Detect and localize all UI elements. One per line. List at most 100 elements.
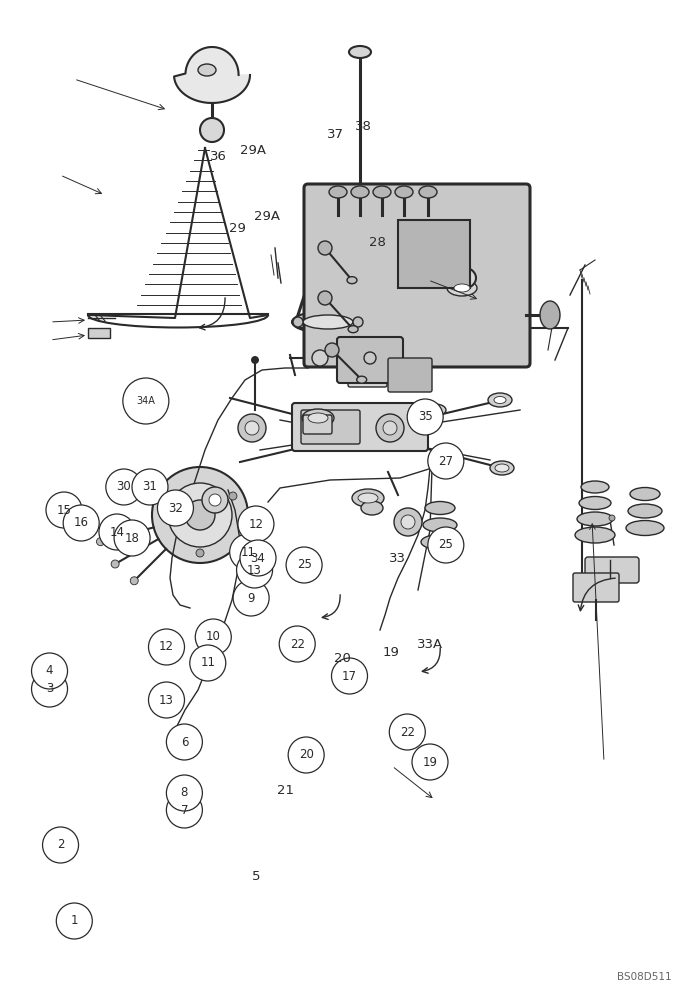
Text: BS08D511: BS08D511: [617, 972, 672, 982]
Ellipse shape: [421, 534, 459, 550]
Circle shape: [293, 317, 303, 327]
Text: 12: 12: [159, 641, 174, 654]
Text: 29A: 29A: [240, 143, 266, 156]
Text: 13: 13: [247, 563, 262, 576]
Text: 25: 25: [438, 538, 453, 552]
Circle shape: [163, 492, 171, 500]
Ellipse shape: [349, 46, 371, 58]
Circle shape: [238, 506, 274, 542]
Text: 11: 11: [200, 657, 215, 670]
Circle shape: [394, 508, 422, 536]
Text: 20: 20: [334, 652, 351, 665]
Circle shape: [412, 744, 448, 780]
Text: 12: 12: [248, 518, 264, 530]
Text: 37: 37: [327, 127, 344, 140]
Circle shape: [190, 645, 226, 681]
Circle shape: [166, 724, 202, 760]
Circle shape: [185, 500, 215, 530]
Ellipse shape: [302, 409, 334, 427]
Text: 2: 2: [57, 838, 64, 851]
Circle shape: [233, 580, 269, 616]
Circle shape: [383, 421, 397, 435]
Ellipse shape: [581, 481, 609, 493]
Ellipse shape: [490, 461, 514, 475]
FancyBboxPatch shape: [301, 410, 360, 444]
Text: 16: 16: [74, 516, 89, 530]
Ellipse shape: [395, 186, 413, 198]
Circle shape: [111, 560, 119, 568]
Ellipse shape: [454, 284, 470, 292]
Circle shape: [353, 317, 363, 327]
Ellipse shape: [577, 512, 613, 526]
Ellipse shape: [575, 527, 615, 543]
Circle shape: [407, 399, 443, 435]
Text: 34A: 34A: [136, 396, 155, 406]
Ellipse shape: [425, 502, 455, 514]
Ellipse shape: [292, 311, 364, 333]
Ellipse shape: [630, 488, 660, 500]
Circle shape: [360, 352, 380, 372]
Text: 30: 30: [116, 481, 131, 493]
Text: 10: 10: [206, 631, 221, 644]
Circle shape: [279, 626, 315, 662]
Circle shape: [43, 827, 78, 863]
Text: 4: 4: [46, 665, 53, 678]
Ellipse shape: [352, 489, 384, 507]
Text: 15: 15: [56, 504, 72, 516]
Text: 19: 19: [422, 756, 438, 768]
Ellipse shape: [329, 186, 347, 198]
Circle shape: [428, 527, 464, 563]
Circle shape: [96, 538, 105, 546]
FancyBboxPatch shape: [88, 328, 110, 338]
Circle shape: [32, 653, 67, 689]
Text: 13: 13: [159, 694, 174, 706]
Text: 17: 17: [342, 670, 357, 683]
Text: 33: 33: [389, 552, 406, 564]
Text: 25: 25: [297, 558, 312, 571]
Circle shape: [195, 619, 231, 655]
Circle shape: [609, 515, 615, 521]
Circle shape: [63, 505, 99, 541]
Circle shape: [318, 241, 332, 255]
Text: 35: 35: [418, 410, 433, 424]
Ellipse shape: [495, 464, 509, 472]
Text: 21: 21: [277, 784, 294, 796]
Text: 18: 18: [125, 532, 140, 544]
Ellipse shape: [423, 518, 457, 532]
Circle shape: [32, 671, 67, 707]
Circle shape: [364, 352, 376, 364]
Text: 3: 3: [46, 682, 53, 696]
Text: 11: 11: [240, 546, 255, 558]
Text: 19: 19: [383, 646, 399, 658]
Text: 22: 22: [290, 638, 305, 650]
Ellipse shape: [488, 393, 512, 407]
Circle shape: [332, 658, 367, 694]
Text: 28: 28: [369, 236, 385, 249]
Ellipse shape: [361, 501, 383, 515]
Circle shape: [237, 552, 272, 588]
Circle shape: [229, 492, 237, 500]
Text: 29A: 29A: [254, 210, 280, 223]
Text: 38: 38: [355, 120, 372, 133]
Circle shape: [251, 356, 259, 364]
Circle shape: [428, 443, 464, 479]
FancyBboxPatch shape: [573, 573, 619, 602]
Circle shape: [106, 469, 142, 505]
Circle shape: [123, 378, 169, 424]
Text: 29: 29: [229, 222, 246, 234]
Text: 34: 34: [250, 552, 266, 564]
Ellipse shape: [347, 277, 357, 284]
Circle shape: [166, 792, 202, 828]
FancyBboxPatch shape: [304, 184, 530, 367]
Text: 8: 8: [181, 786, 188, 800]
Circle shape: [152, 467, 248, 563]
FancyBboxPatch shape: [585, 557, 639, 583]
Ellipse shape: [373, 186, 391, 198]
Text: 1: 1: [71, 915, 78, 928]
Ellipse shape: [579, 496, 611, 510]
Circle shape: [149, 682, 184, 718]
Circle shape: [389, 714, 425, 750]
Circle shape: [401, 515, 415, 529]
Ellipse shape: [424, 404, 446, 416]
Circle shape: [149, 629, 184, 665]
